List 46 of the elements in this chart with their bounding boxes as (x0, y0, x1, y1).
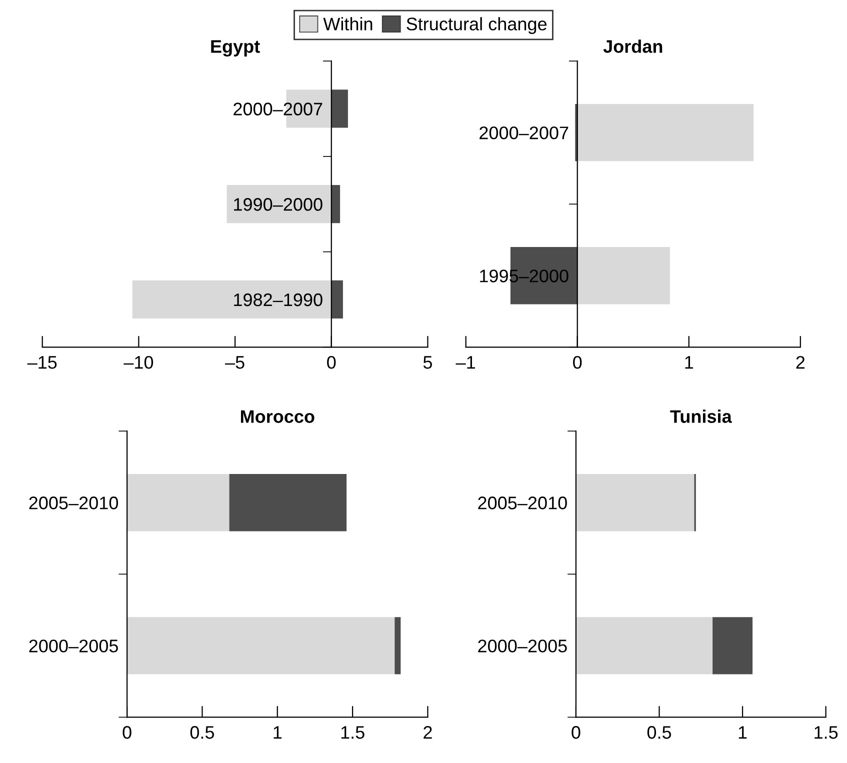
x-tick-label: 1.5 (341, 726, 364, 739)
bar (132, 280, 332, 319)
bar (577, 247, 670, 304)
bar (226, 185, 332, 224)
x-tick-label: –1 (456, 356, 476, 369)
x-tick-label: 1 (274, 726, 282, 739)
x-tick-label: 0 (573, 356, 582, 369)
bar (331, 185, 340, 224)
y-tick-label: 1990–2000 (234, 198, 322, 211)
bar (576, 617, 713, 674)
bar (577, 104, 754, 162)
x-tick-label: 1.5 (814, 726, 838, 739)
x-tick-label: 0 (327, 356, 336, 369)
x-tick-label: –5 (225, 356, 244, 369)
y-tick-label: 2000–2007 (480, 126, 568, 140)
bar (331, 90, 348, 128)
x-tick-label: 2 (796, 356, 805, 369)
x-tick-label: 0 (572, 726, 580, 739)
legend-label: Within (323, 17, 372, 30)
x-tick-label: 0.5 (190, 726, 214, 739)
y-tick-label: 1982–1990 (234, 293, 322, 306)
bar (712, 617, 753, 674)
bar (127, 474, 230, 532)
chart-title: Morocco (240, 410, 314, 423)
bar (229, 474, 347, 532)
y-tick-label: 2000–2005 (478, 640, 567, 652)
x-tick-label: 0.5 (647, 726, 672, 739)
y-tick-label: 2000–2007 (234, 102, 322, 116)
x-tick-label: 1 (685, 356, 694, 369)
bar (331, 280, 343, 319)
y-tick-label: 2000–2005 (29, 640, 118, 652)
y-tick-label: 2005–2010 (478, 496, 567, 510)
x-tick-label: 0 (122, 726, 132, 739)
y-tick-label: 2005–2010 (29, 496, 118, 510)
x-tick-label: –15 (27, 356, 57, 369)
bar (127, 617, 395, 674)
bar (576, 474, 694, 532)
x-tick-label: –10 (124, 356, 154, 369)
x-tick-label: 5 (423, 356, 432, 369)
chart-title: Jordan (603, 40, 662, 53)
x-tick-label: 2 (424, 726, 432, 739)
bar (394, 617, 401, 674)
x-tick-label: 1 (738, 726, 747, 739)
legend-label: Structural change (406, 17, 547, 34)
chart-title: Egypt (211, 40, 260, 57)
chart-title: Tunisia (670, 410, 732, 423)
